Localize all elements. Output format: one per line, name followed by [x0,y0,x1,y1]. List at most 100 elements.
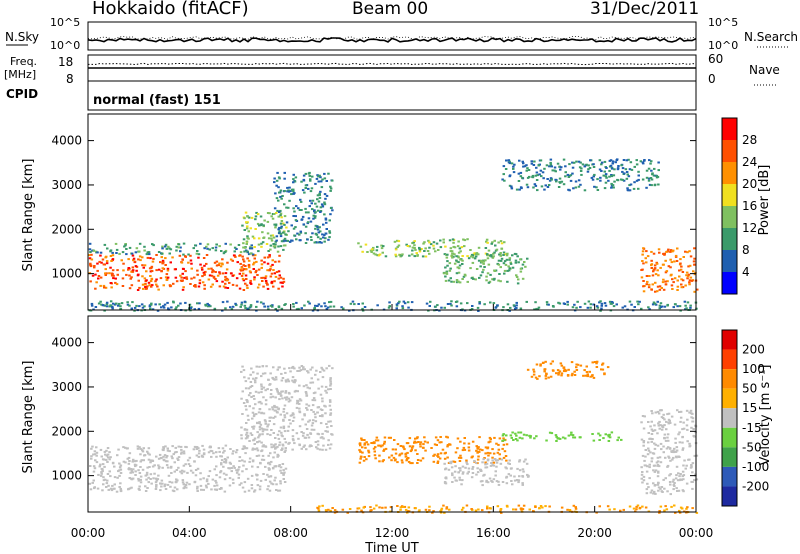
velocity-region-6 [640,409,699,496]
y-tick-label: 1000 [51,469,82,483]
velocity-y-ticks: 1000 2000 3000 4000 [51,336,696,483]
power-region-5 [442,251,529,285]
colorbar-swatch [722,206,737,228]
colorbar-tick-label: 50 [742,382,757,396]
x-tick-label: 16:00 [476,526,511,540]
noise-left-tick-bottom: 10^0 [50,39,80,52]
freq-tick-top: 18 [58,55,73,69]
power-region-3 [273,171,334,244]
x-tick-label: 00:00 [71,526,106,540]
x-tick-label: 12:00 [375,526,410,540]
power-region-7 [640,247,699,293]
colorbar-tick-label: -15 [742,421,762,435]
noise-left-label: N.Sky [5,30,39,44]
power-colorbar: 28 24 20 16 12 8 4 [721,117,757,295]
colorbar-frame [721,117,738,295]
velocity-region-4 [501,431,623,442]
beam-title: Beam 00 [352,0,429,19]
velocity-region-0 [88,444,288,493]
x-tick-label: 08:00 [273,526,308,540]
colorbar-tick-label: 4 [742,265,750,279]
colorbar-tick-label: 8 [742,243,750,257]
colorbar-tick-label: 16 [742,199,757,213]
colorbar-swatch [722,447,737,467]
x-axis-label: Time UT [364,541,418,554]
nave-tick-bottom: 0 [708,72,716,86]
y-tick-label: 4000 [51,134,82,148]
velocity-region-5 [526,360,610,380]
y-tick-label: 1000 [51,267,82,281]
freq-tick-bottom: 8 [66,72,74,86]
colorbar-tick-label: 100 [742,362,765,376]
colorbar-tick-label: -50 [742,440,762,454]
y-tick-label: 2000 [51,424,82,438]
power-y-ticks: 1000 2000 3000 4000 [51,134,696,281]
noise-right-label: N.Search [744,30,798,44]
station-title: Hokkaido (fitACF) [92,0,249,19]
y-tick-label: 4000 [51,336,82,350]
y-tick-label: 3000 [51,178,82,192]
colorbar-tick-label: 24 [742,155,757,169]
nave-line [88,62,697,66]
velocity-y-axis-label: Slant Range [km] [21,361,36,474]
colorbar-tick-label: 15 [742,401,757,415]
colorbar-swatch [722,427,737,448]
noise-sky-line [87,37,697,43]
y-tick-label: 3000 [51,380,82,394]
velocity-region-2 [358,435,509,465]
power-region-2 [241,211,288,249]
cpid-panel: CPID normal (fast) 151 [6,80,697,111]
colorbar-swatch [722,349,737,370]
x-tick-label: 04:00 [172,526,207,540]
colorbar-swatch [722,250,737,272]
x-tick-label: 20:00 [577,526,612,540]
power-region-0 [88,253,286,291]
colorbar-swatch [722,408,737,428]
colorbar-tick-label: 12 [742,221,757,235]
cpid-value: normal (fast) 151 [93,93,221,108]
freq-unit: [MHz] [4,68,36,81]
velocity-region-3 [443,458,530,487]
nave-label: Nave [749,63,780,77]
frequency-panel: Freq. [MHz] 18 8 60 0 Nave [4,52,780,86]
colorbar-tick-label: -200 [742,479,769,493]
colorbar-swatch [722,162,737,184]
nave-tick-top: 60 [708,52,723,66]
colorbar-swatch [722,330,737,350]
velocity-colorbar-label: Velocity [m s⁻¹] [758,365,773,466]
date-title: 31/Dec/2011 [590,0,700,19]
colorbar-swatch [722,184,737,206]
colorbar-swatch [722,272,737,294]
time-axis: 00:00 04:00 08:00 12:00 16:00 20:00 00:00 [71,304,714,540]
power-colorbar-label: Power [dB] [757,165,772,236]
noise-right-tick-top: 10^5 [708,16,738,29]
velocity-panel: 1000 2000 3000 4000 Slant Range [km] 200 100… [21,315,773,514]
power-y-axis-label: Slant Range [km] [21,159,36,272]
colorbar-swatch [722,118,737,140]
colorbar-frame [721,329,738,507]
power-region-6 [501,158,660,192]
power-data [88,158,699,312]
noise-left-tick-top: 10^5 [50,16,80,29]
colorbar-swatch [722,486,737,506]
velocity-region-7 [316,504,699,514]
y-tick-label: 2000 [51,222,82,236]
colorbar-tick-label: 20 [742,177,757,191]
x-tick-label: 00:00 [679,526,714,540]
power-panel: 1000 2000 3000 4000 Slant Range [km] 28 24 20… [21,113,772,312]
colorbar-tick-label: 28 [742,133,757,147]
colorbar-swatch [722,369,737,389]
colorbar-swatch [722,466,737,487]
velocity-region-1 [240,364,334,451]
colorbar-tick-label: 200 [742,343,765,357]
colorbar-swatch [722,388,737,409]
colorbar-swatch [722,228,737,250]
noise-panel: N.Sky 10^5 10^0 10^5 10^0 N.Search [5,16,798,52]
velocity-data [88,360,699,514]
velocity-colorbar: 200 100 50 15 -15 -50 -100 -200 [721,329,769,507]
colorbar-tick-label: -100 [742,460,769,474]
noise-right-tick-bottom: 10^0 [708,39,738,52]
freq-label: Freq. [10,55,37,68]
